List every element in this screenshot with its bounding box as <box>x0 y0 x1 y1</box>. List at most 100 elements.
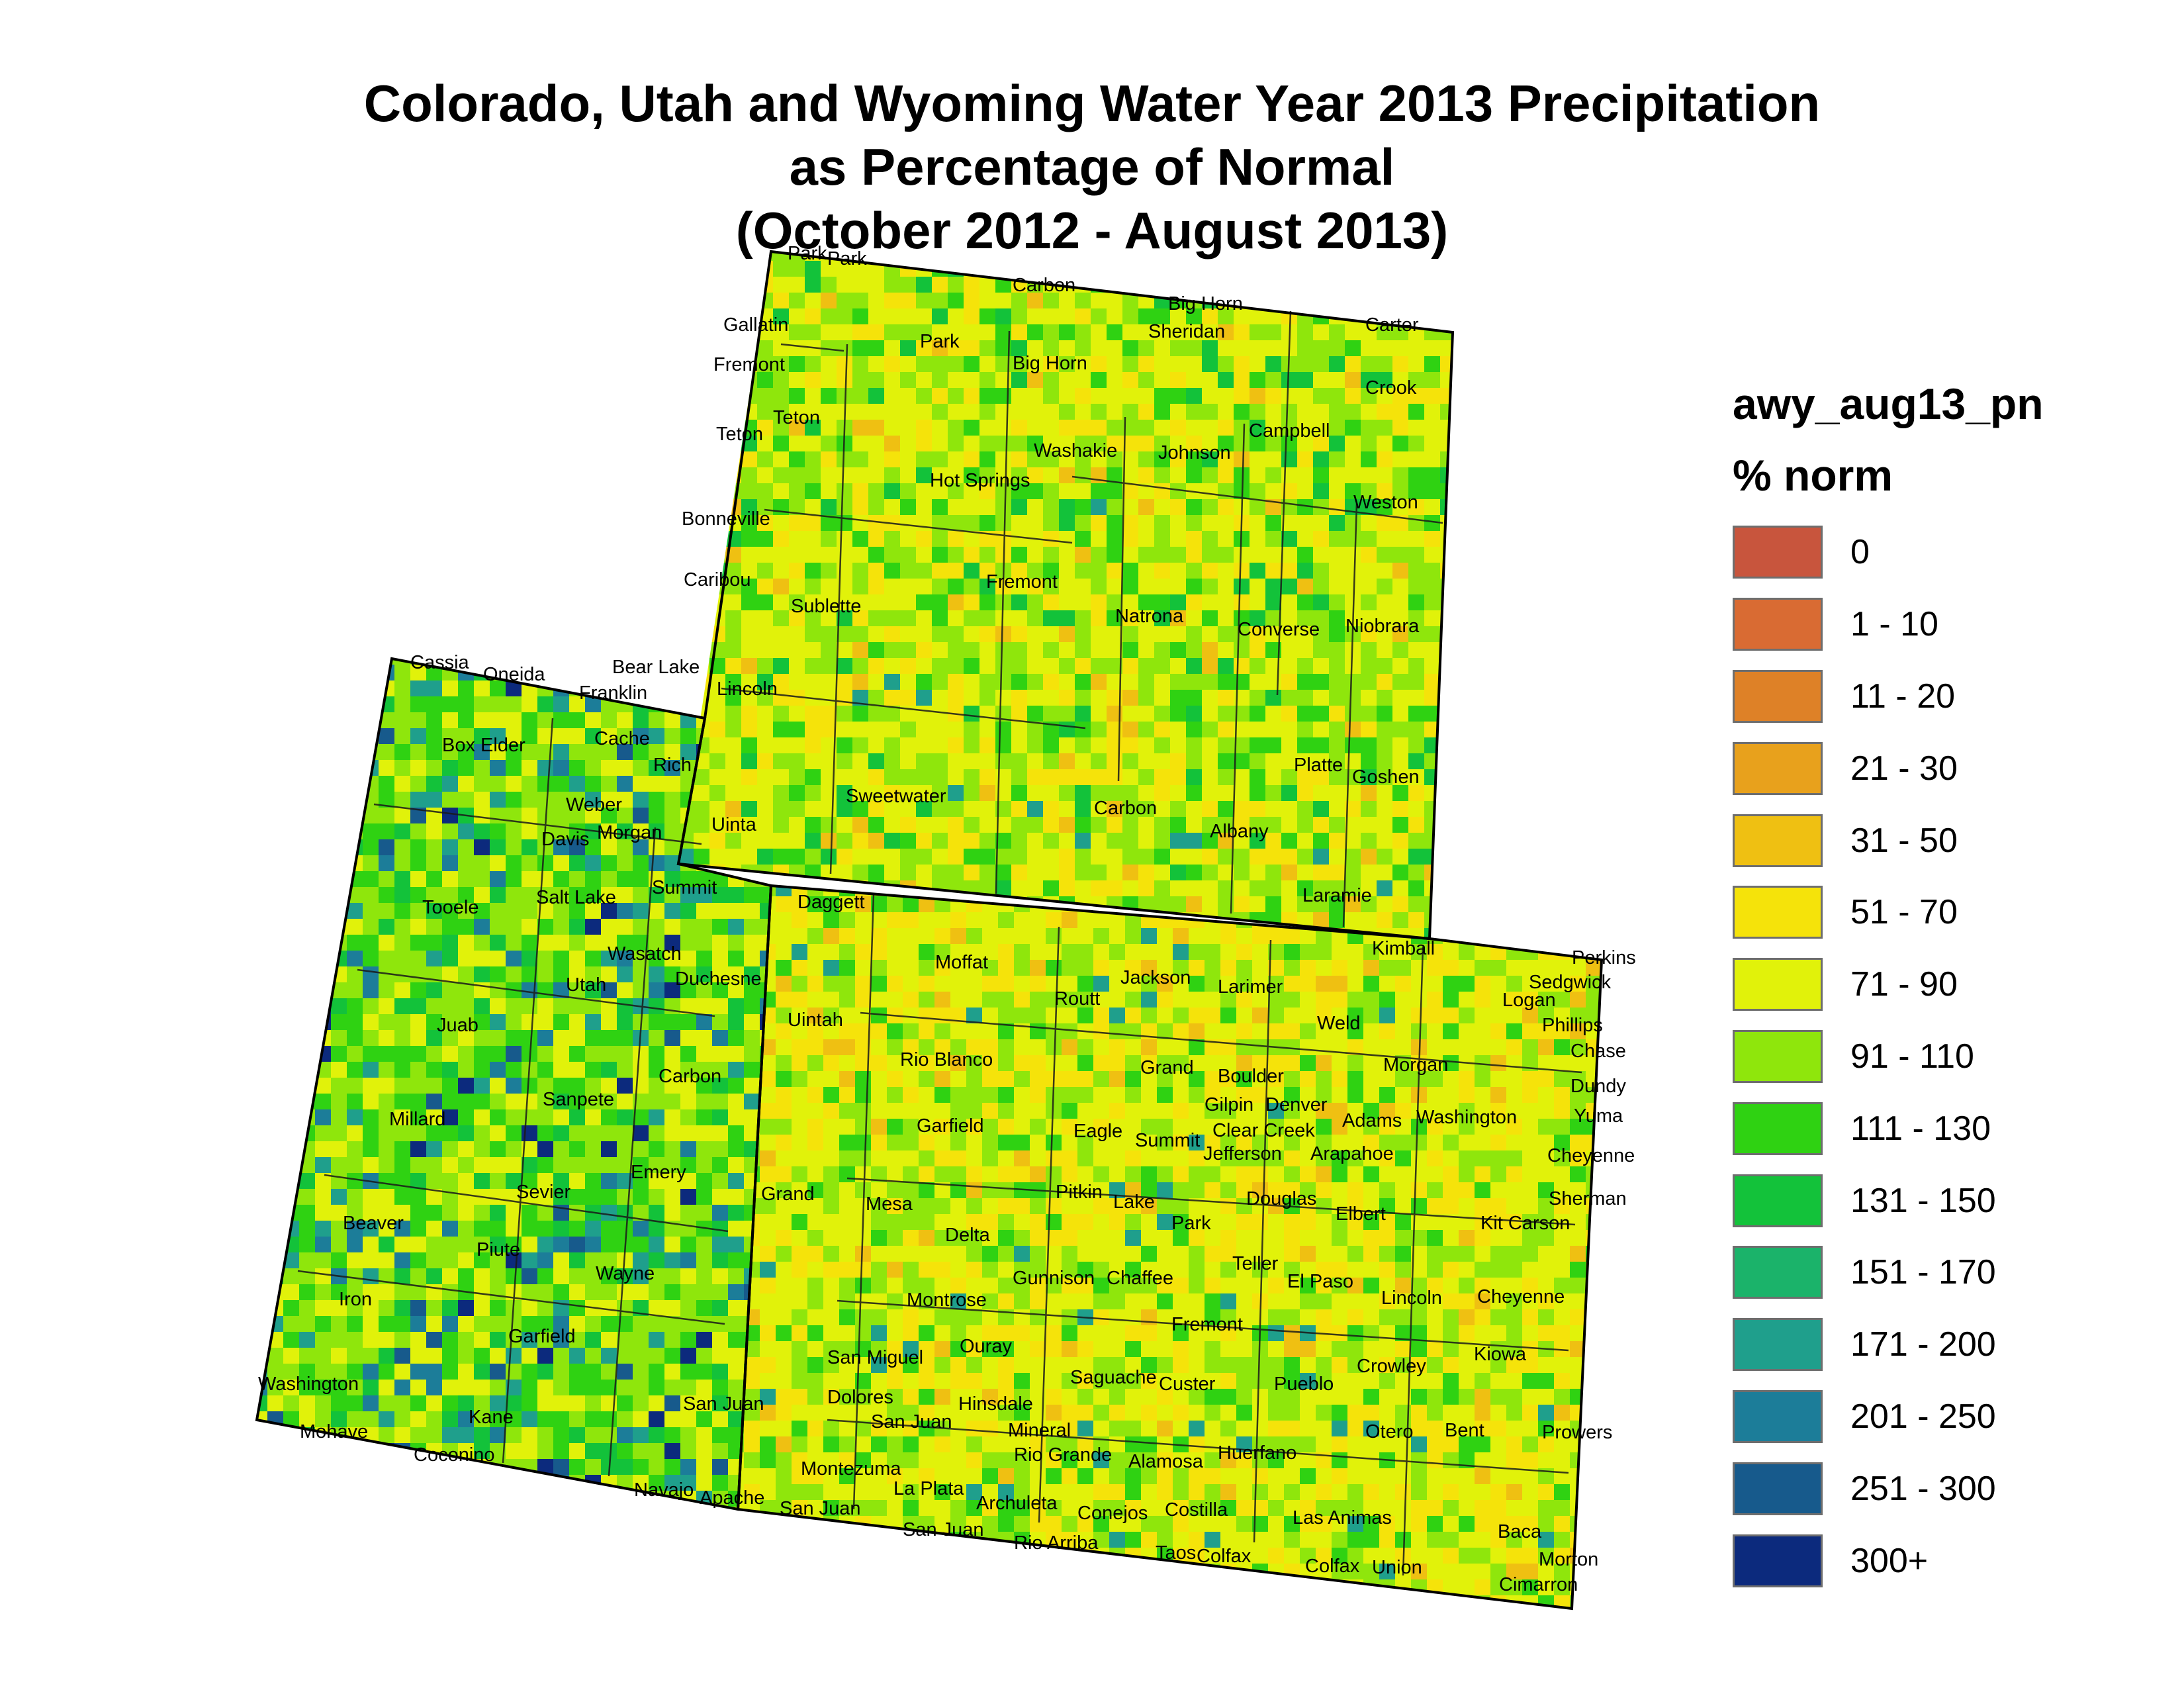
county-label: Gunnison <box>1013 1268 1095 1289</box>
county-label: Cimarron <box>1499 1574 1578 1595</box>
county-label: Campbell <box>1249 420 1330 442</box>
county-label: Cache <box>594 728 650 749</box>
county-label: Logan <box>1502 990 1556 1011</box>
county-label: Archuleta <box>976 1493 1058 1514</box>
legend-swatch <box>1733 1318 1823 1372</box>
county-label: Teller <box>1232 1253 1279 1274</box>
county-label: Duchesne <box>675 968 762 990</box>
legend: awy_aug13_pn % norm 0 1 - 10 11 - 20 21 - 3… <box>1733 377 2044 1597</box>
legend-item: 1 - 10 <box>1733 588 2044 661</box>
county-label: Weber <box>566 794 622 816</box>
county-label: Converse <box>1238 619 1320 640</box>
county-label: Grand <box>1140 1057 1194 1078</box>
legend-layer-name: awy_aug13_pn <box>1733 379 2044 428</box>
county-label: Fremont <box>1171 1314 1243 1335</box>
county-label: Moffat <box>935 952 988 973</box>
county-label: San Miguel <box>827 1347 923 1368</box>
county-label: Sedgwick <box>1529 972 1612 993</box>
county-label: Teton <box>716 424 763 445</box>
county-label: Wasatch <box>608 943 682 964</box>
county-label: Kane <box>469 1407 514 1428</box>
county-boundaries <box>297 310 1582 1576</box>
county-label: Sheridan <box>1148 321 1225 342</box>
legend-swatch <box>1733 526 1823 579</box>
legend-classes: 0 1 - 10 11 - 20 21 - 30 31 - 50 51 - 70 71 - … <box>1733 516 2044 1597</box>
county-label: Millard <box>389 1109 445 1130</box>
legend-swatch <box>1733 814 1823 867</box>
legend-swatch <box>1733 1029 1823 1083</box>
legend-label: 151 - 170 <box>1850 1253 1996 1292</box>
raster-colorado <box>738 886 1602 1609</box>
county-label: Baca <box>1498 1521 1542 1542</box>
legend-swatch <box>1733 1246 1823 1299</box>
county-label: Kiowa <box>1474 1344 1527 1365</box>
legend-label: 71 - 90 <box>1850 965 1958 1004</box>
county-label: Washakie <box>1034 440 1117 461</box>
county-label: Park <box>827 248 867 269</box>
county-label: Colfax <box>1305 1556 1360 1577</box>
county-label: Lincoln <box>1381 1288 1442 1309</box>
county-label: Navajo <box>634 1479 694 1501</box>
legend-swatch <box>1733 886 1823 939</box>
county-label: Crowley <box>1357 1356 1426 1377</box>
county-label: Prowers <box>1542 1422 1612 1443</box>
county-label: Uinta <box>711 814 757 835</box>
legend-label: 131 - 150 <box>1850 1181 1996 1220</box>
county-label: Kit Carson <box>1480 1213 1570 1234</box>
county-label: Rich <box>653 755 692 776</box>
legend-item: 251 - 300 <box>1733 1452 2044 1524</box>
county-label: Weston <box>1353 492 1418 513</box>
county-label: Teton <box>773 407 820 428</box>
county-label: Alamosa <box>1128 1451 1204 1472</box>
county-label: Eagle <box>1073 1121 1122 1142</box>
county-label: Juab <box>437 1015 478 1036</box>
county-label: Tooele <box>422 897 478 918</box>
county-label: Garfield <box>917 1115 984 1137</box>
county-label: Rio Blanco <box>900 1049 993 1070</box>
wyoming-outline <box>676 250 1455 941</box>
county-label: Dundy <box>1570 1076 1626 1097</box>
county-label: Bonneville <box>682 508 770 530</box>
county-label: San Juan <box>780 1498 861 1519</box>
county-label: Boulder <box>1218 1066 1284 1087</box>
county-label: Park <box>1171 1213 1211 1234</box>
county-label: Sherman <box>1549 1188 1627 1209</box>
county-label: Big Horn <box>1168 293 1243 314</box>
legend-swatch <box>1733 1174 1823 1227</box>
county-label: Carter <box>1365 314 1419 336</box>
county-label: Piute <box>477 1239 520 1260</box>
county-label: Denver <box>1265 1094 1328 1115</box>
county-label: Douglas <box>1246 1188 1316 1209</box>
legend-item: 0 <box>1733 516 2044 588</box>
county-label: Sweetwater <box>846 786 946 807</box>
county-label: Big Horn <box>1013 353 1087 374</box>
county-label: San Juan <box>871 1411 952 1432</box>
legend-item: 31 - 50 <box>1733 804 2044 876</box>
colorado-outline <box>736 884 1604 1611</box>
county-label: Summit <box>1135 1130 1200 1151</box>
county-label: Pitkin <box>1056 1182 1103 1203</box>
county-label: Custer <box>1159 1374 1216 1395</box>
county-label: Mohave <box>300 1421 368 1442</box>
title-line-3: (October 2012 - August 2013) <box>735 201 1449 259</box>
county-label: El Paso <box>1287 1271 1353 1292</box>
legend-swatch <box>1733 1534 1823 1587</box>
legend-item: 11 - 20 <box>1733 661 2044 733</box>
county-label: Costilla <box>1165 1499 1228 1521</box>
county-label: Washington <box>1416 1107 1517 1128</box>
county-label: Gallatin <box>723 314 788 336</box>
county-label: Saguache <box>1070 1367 1157 1388</box>
legend-item: 21 - 30 <box>1733 732 2044 804</box>
county-label: Morgan <box>1383 1055 1448 1076</box>
county-label: Chase <box>1570 1041 1626 1062</box>
county-label: Bent <box>1445 1420 1484 1441</box>
county-label: Conejos <box>1077 1503 1148 1524</box>
county-label: Arapahoe <box>1310 1143 1394 1164</box>
legend-label: 91 - 110 <box>1850 1037 1974 1076</box>
legend-label: 111 - 130 <box>1850 1109 1991 1148</box>
state-boundaries <box>255 250 1604 1611</box>
county-label: Summit <box>652 877 717 898</box>
county-label: Ouray <box>960 1336 1012 1357</box>
